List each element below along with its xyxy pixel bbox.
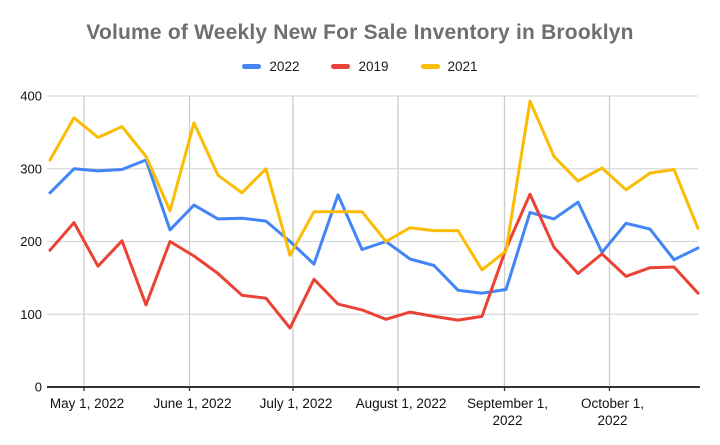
y-tick-label: 200 — [20, 234, 42, 249]
legend-item-2022: 2022 — [242, 59, 299, 74]
series-line-2019 — [48, 192, 700, 330]
legend-label-2021: 2021 — [447, 59, 478, 74]
chart-legend: 2022 2019 2021 — [0, 59, 720, 74]
y-tick-label: 100 — [20, 307, 42, 322]
x-tick-label: August 1, 2022 — [356, 396, 447, 411]
legend-swatch-2019-icon — [331, 64, 351, 69]
x-tick-label: June 1, 2022 — [153, 396, 231, 411]
series-line-2022 — [48, 158, 700, 295]
chart-title: Volume of Weekly New For Sale Inventory … — [86, 21, 634, 44]
x-tick-label: September 1, — [467, 396, 548, 411]
legend-swatch-2022-icon — [242, 64, 262, 69]
legend-swatch-2021-icon — [420, 64, 440, 69]
y-tick-label: 0 — [35, 380, 42, 395]
legend-item-2021: 2021 — [420, 59, 478, 74]
series-line-2021 — [48, 99, 700, 272]
x-tick-label: October 1, — [581, 396, 644, 411]
legend-label-2019: 2019 — [358, 59, 389, 74]
x-tick-label-line2: 2022 — [492, 413, 522, 428]
y-tick-label: 300 — [20, 161, 42, 176]
legend-item-2019: 2019 — [331, 59, 389, 74]
y-tick-label: 400 — [20, 89, 42, 104]
x-tick-label: July 1, 2022 — [260, 396, 333, 411]
legend-label-2022: 2022 — [269, 59, 300, 74]
x-tick-label-line2: 2022 — [597, 413, 627, 428]
x-tick-label: May 1, 2022 — [50, 396, 124, 411]
